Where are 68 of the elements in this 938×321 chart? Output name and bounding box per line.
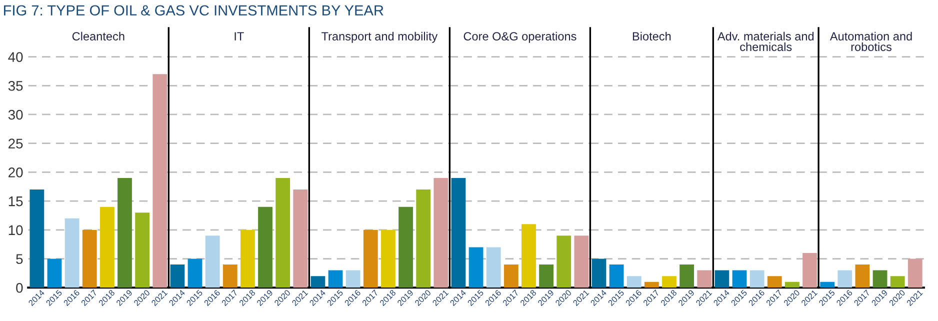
bar (838, 270, 852, 288)
y-tick-label: 10 (8, 225, 23, 236)
bar (293, 190, 308, 288)
bar (346, 270, 360, 288)
y-tick-label: 15 (8, 196, 23, 206)
chart-title: IT (234, 32, 244, 40)
bar (574, 236, 589, 288)
bar (626, 276, 642, 288)
y-tick-label: 5 (16, 254, 23, 264)
bar (152, 74, 168, 288)
bar (592, 258, 606, 288)
text: Adv. materials and chemicals (717, 32, 814, 52)
bar (556, 236, 572, 288)
bar (872, 270, 888, 288)
bar (732, 270, 747, 288)
text: Automation and robotics (830, 32, 912, 52)
bar (784, 282, 800, 288)
caption: FIG 7: TYPE OF OIL & GAS VC INVESTMENTS BY YEAR (4, 5, 384, 16)
bar (820, 282, 835, 288)
bar (609, 264, 624, 288)
chart-title: Transport and mobility (322, 32, 438, 43)
bar (434, 178, 448, 288)
bar (64, 218, 80, 288)
y-tick-label: 40 (8, 52, 23, 62)
chart-title: Cleantech (72, 32, 124, 40)
bar (170, 264, 185, 288)
bar (750, 270, 764, 288)
bar (258, 206, 272, 288)
y-tick-label: 35 (8, 80, 23, 91)
bar (855, 264, 870, 288)
y-tick-label: 0 (16, 282, 23, 293)
bar (714, 270, 730, 288)
bar (908, 258, 922, 288)
bar (539, 264, 554, 288)
bar (504, 264, 518, 288)
bar (644, 282, 659, 288)
bar (363, 230, 378, 288)
bar (468, 247, 484, 288)
chart-title: Biotech (632, 32, 671, 40)
y-tick-label: 25 (8, 138, 23, 149)
bar (222, 264, 238, 288)
bar (205, 236, 220, 288)
bar (522, 224, 536, 288)
y-tick-label: 30 (8, 110, 23, 120)
bar (118, 178, 132, 288)
bar (188, 258, 202, 288)
bar (451, 178, 466, 288)
bar (381, 230, 396, 288)
bar (82, 230, 97, 288)
bar (697, 270, 712, 288)
bar (680, 264, 694, 288)
bar (135, 212, 150, 288)
bar (30, 190, 44, 288)
chart-title: Core O&G operations (464, 32, 576, 43)
bar (486, 247, 501, 288)
bar (276, 178, 290, 288)
bar (100, 206, 114, 288)
bar (662, 276, 676, 288)
bar (328, 270, 343, 288)
bar (416, 190, 431, 288)
bar (310, 276, 326, 288)
bar (767, 276, 782, 288)
y-tick-label: 20 (8, 168, 23, 178)
bar (398, 206, 413, 288)
bar (802, 252, 817, 288)
bar (890, 276, 905, 288)
bar (47, 258, 62, 288)
bar (240, 230, 255, 288)
